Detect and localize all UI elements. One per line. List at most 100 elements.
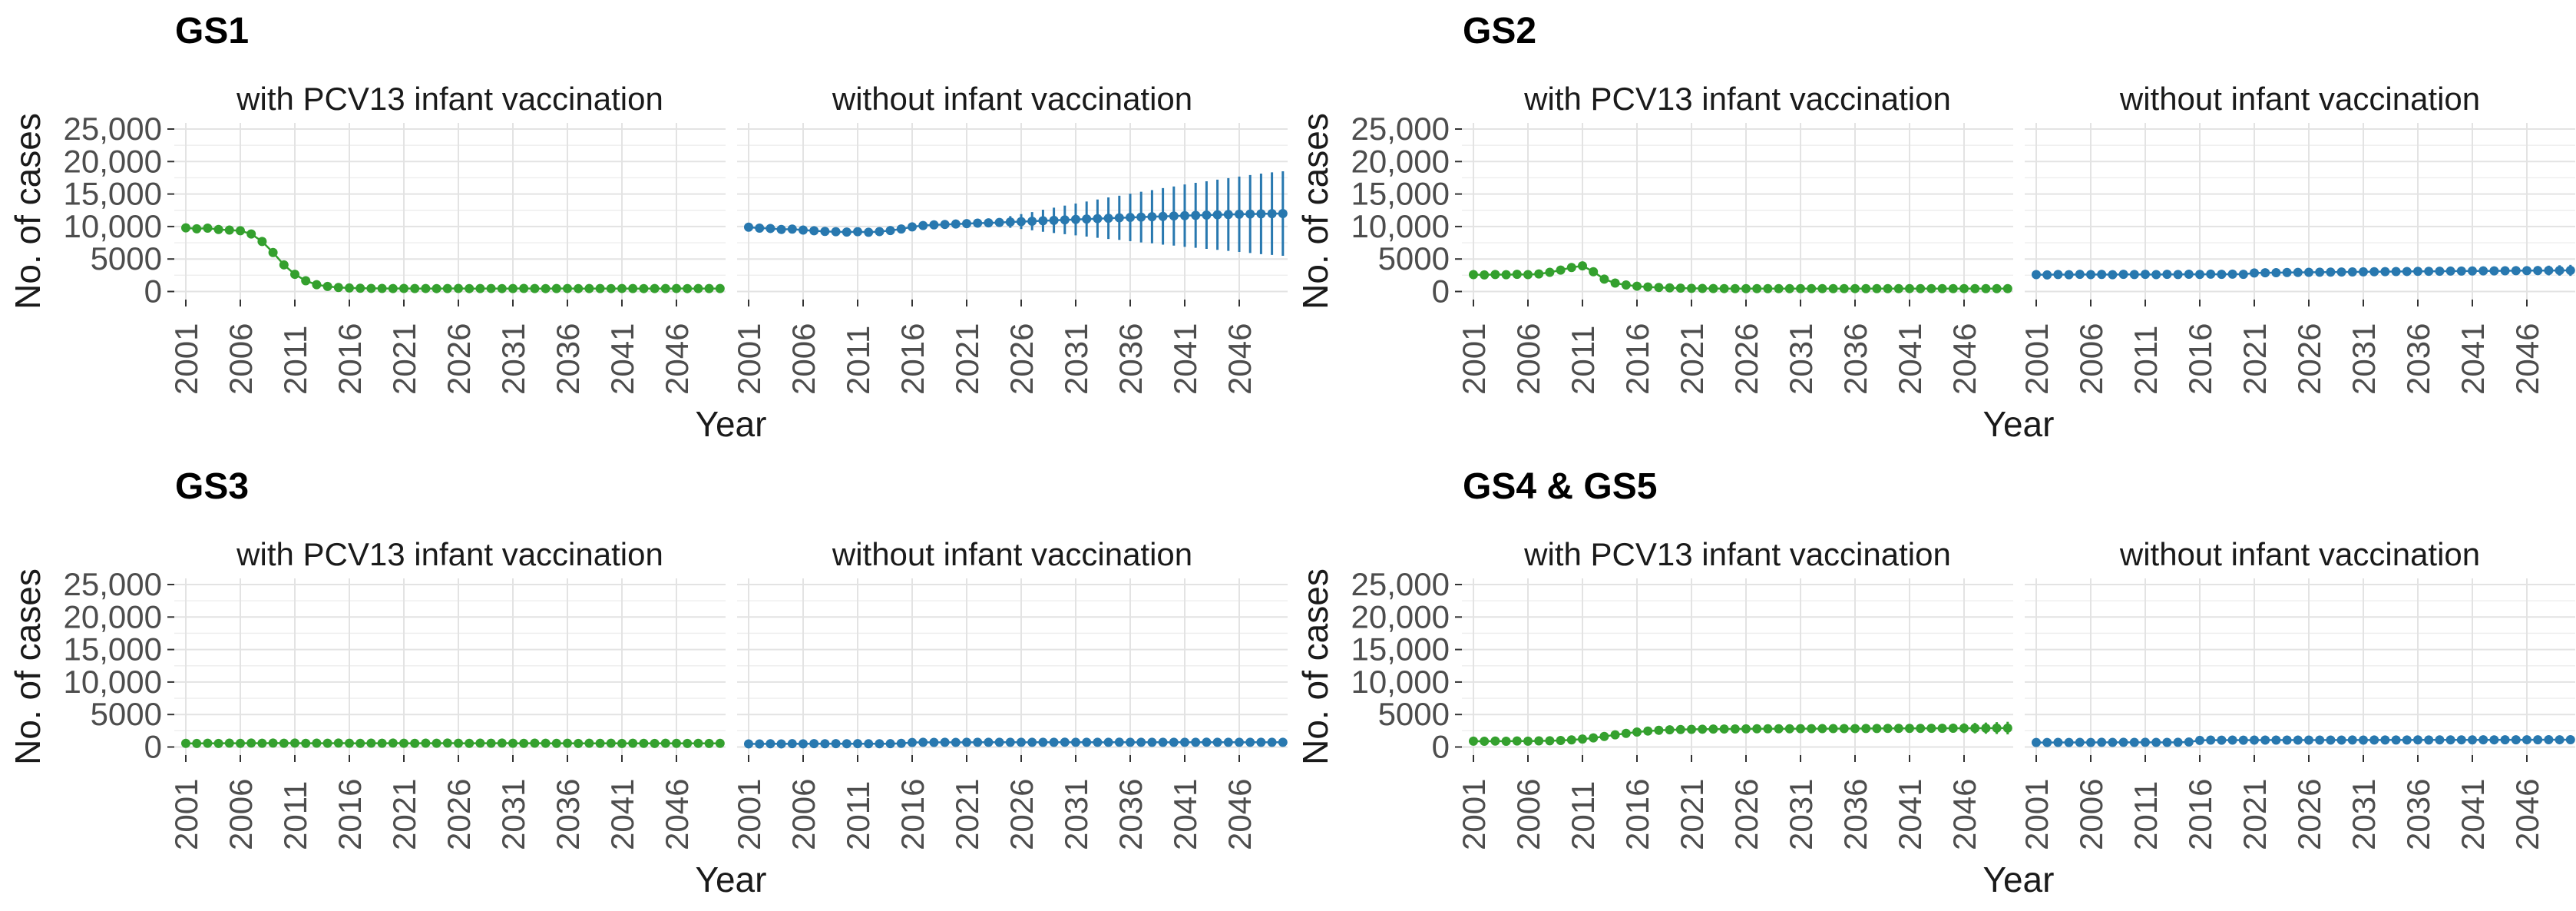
data-point bbox=[962, 219, 971, 229]
y-tick-label: 25,000 bbox=[64, 111, 162, 147]
data-point bbox=[2391, 267, 2401, 277]
data-point bbox=[454, 738, 463, 748]
data-point bbox=[1490, 270, 1500, 280]
x-tick-label: 2006 bbox=[1510, 779, 1546, 850]
y-tick-label: 0 bbox=[144, 729, 162, 765]
data-point bbox=[875, 227, 885, 237]
x-tick-label: 2031 bbox=[2346, 779, 2382, 850]
x-tick-label: 2006 bbox=[2073, 323, 2109, 395]
series-line-with bbox=[185, 227, 720, 290]
facet-strip-label: with PCV13 infant vaccination bbox=[1523, 536, 1951, 572]
data-point bbox=[290, 270, 299, 280]
data-point bbox=[896, 224, 906, 234]
x-tick-label: 2011 bbox=[277, 326, 313, 395]
y-tick-label: 5000 bbox=[1378, 240, 1450, 277]
data-point bbox=[683, 283, 693, 293]
data-point bbox=[1017, 737, 1026, 747]
data-point bbox=[1490, 736, 1500, 746]
data-point bbox=[1501, 736, 1511, 746]
data-point bbox=[2086, 737, 2095, 747]
data-point bbox=[1556, 735, 1566, 745]
data-point bbox=[809, 226, 819, 236]
data-point bbox=[2369, 267, 2379, 277]
data-point bbox=[1512, 270, 1522, 280]
y-tick-label: 25,000 bbox=[1351, 111, 1450, 147]
data-point bbox=[541, 738, 551, 748]
data-point bbox=[2380, 267, 2390, 277]
data-point bbox=[973, 737, 983, 747]
x-tick-label: 2041 bbox=[1167, 323, 1203, 395]
data-point bbox=[1256, 737, 1266, 747]
data-point bbox=[693, 283, 703, 293]
data-point bbox=[2402, 735, 2412, 745]
data-point bbox=[388, 283, 398, 293]
data-point bbox=[2468, 266, 2477, 276]
y-tick-label: 10,000 bbox=[64, 664, 162, 700]
data-point bbox=[1632, 727, 1642, 737]
data-point bbox=[2402, 267, 2412, 277]
data-point bbox=[1708, 724, 1718, 734]
y-tick-label: 20,000 bbox=[1351, 143, 1450, 179]
plot-title: GS1 bbox=[175, 11, 249, 51]
data-point bbox=[192, 738, 202, 748]
x-tick-label: 2036 bbox=[1113, 323, 1149, 395]
data-point bbox=[842, 739, 852, 749]
data-point bbox=[1948, 283, 1958, 293]
y-tick-label: 15,000 bbox=[1351, 176, 1450, 212]
data-point bbox=[2271, 735, 2281, 745]
data-point bbox=[2141, 737, 2150, 747]
data-point bbox=[693, 738, 703, 748]
data-point bbox=[1534, 269, 1544, 279]
x-axis-title: Year bbox=[1983, 404, 2055, 444]
data-point bbox=[994, 737, 1004, 747]
x-tick-label: 2001 bbox=[1456, 323, 1492, 395]
data-point bbox=[366, 738, 376, 748]
data-point bbox=[2468, 735, 2477, 745]
data-point bbox=[2097, 270, 2107, 280]
data-point bbox=[410, 283, 420, 293]
data-point bbox=[442, 283, 452, 293]
x-tick-label: 2021 bbox=[1674, 779, 1710, 850]
data-point bbox=[2184, 737, 2194, 747]
data-point bbox=[2260, 268, 2270, 278]
data-point bbox=[465, 283, 475, 293]
data-point bbox=[650, 738, 660, 748]
data-point bbox=[312, 280, 322, 290]
x-tick-label: 2006 bbox=[785, 323, 822, 395]
data-point bbox=[704, 738, 714, 748]
data-point bbox=[1038, 216, 1048, 226]
y-axis-title: No. of cases bbox=[1295, 113, 1335, 310]
data-point bbox=[1741, 724, 1751, 734]
data-point bbox=[574, 738, 584, 748]
data-point bbox=[1807, 283, 1817, 293]
facet-strip-label: without infant vaccination bbox=[2119, 536, 2480, 572]
data-point bbox=[475, 738, 485, 748]
y-tick-label: 10,000 bbox=[64, 208, 162, 244]
data-point bbox=[1643, 282, 1653, 292]
data-point bbox=[820, 227, 830, 237]
x-tick-label: 2006 bbox=[1510, 323, 1546, 395]
data-point bbox=[1223, 210, 1233, 220]
y-tick-label: 10,000 bbox=[1351, 208, 1450, 244]
x-tick-label: 2036 bbox=[550, 779, 586, 850]
data-point bbox=[2162, 270, 2172, 280]
data-point bbox=[918, 220, 928, 230]
x-tick-label: 2036 bbox=[550, 323, 586, 395]
data-point bbox=[1959, 724, 1969, 734]
data-point bbox=[1937, 283, 1947, 293]
data-point bbox=[465, 738, 475, 748]
data-point bbox=[268, 738, 278, 748]
x-axis-title: Year bbox=[696, 404, 767, 444]
data-point bbox=[639, 283, 649, 293]
x-tick-label: 2021 bbox=[949, 323, 985, 395]
y-tick-label: 15,000 bbox=[64, 631, 162, 668]
x-tick-label: 2016 bbox=[2182, 779, 2218, 850]
data-point bbox=[551, 738, 561, 748]
data-point bbox=[1763, 283, 1773, 293]
data-point bbox=[1126, 213, 1135, 223]
x-tick-label: 2001 bbox=[168, 779, 204, 850]
data-point bbox=[842, 227, 852, 237]
data-point bbox=[2413, 735, 2422, 745]
data-point bbox=[345, 283, 354, 293]
data-point bbox=[1643, 726, 1653, 736]
